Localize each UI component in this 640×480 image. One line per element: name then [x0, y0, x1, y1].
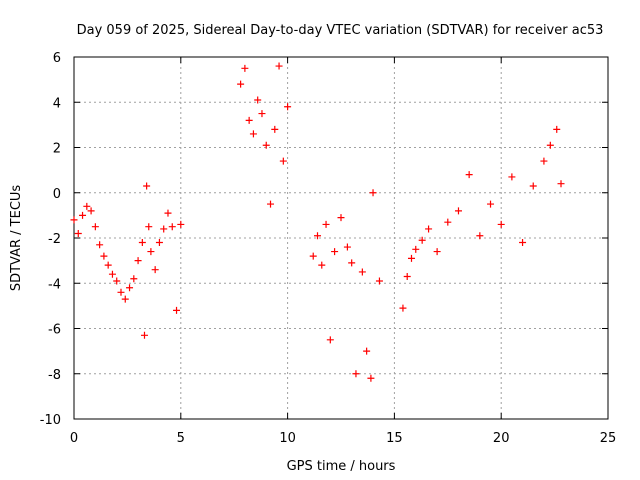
- data-point: [322, 220, 330, 228]
- data-point: [173, 306, 181, 314]
- data-point: [241, 64, 249, 72]
- data-point: [309, 252, 317, 260]
- data-point: [508, 173, 516, 181]
- data-point: [403, 272, 411, 280]
- data-point: [258, 110, 266, 118]
- x-tick-label: 25: [600, 431, 617, 446]
- data-point: [164, 209, 172, 217]
- data-point: [425, 225, 433, 233]
- y-axis-label: SDTVAR / TECUs: [9, 185, 24, 292]
- x-tick-label: 15: [386, 431, 403, 446]
- y-tick-label: 0: [53, 187, 61, 202]
- data-point: [318, 261, 326, 269]
- y-tick-label: 6: [53, 51, 61, 66]
- data-point: [337, 214, 345, 222]
- data-point: [130, 275, 138, 283]
- data-point: [476, 232, 484, 240]
- data-point: [369, 189, 377, 197]
- data-point: [519, 239, 527, 247]
- y-tick-label: -10: [40, 413, 61, 428]
- data-point: [126, 284, 134, 292]
- data-point: [96, 241, 104, 249]
- y-tick-label: 4: [53, 96, 61, 111]
- data-point: [348, 259, 356, 267]
- data-point: [557, 180, 565, 188]
- data-point: [487, 200, 495, 208]
- data-point: [407, 254, 415, 262]
- data-point: [497, 220, 505, 228]
- data-point: [79, 211, 87, 219]
- data-point: [553, 125, 561, 133]
- data-point: [540, 157, 548, 165]
- data-point: [177, 220, 185, 228]
- data-point: [352, 370, 360, 378]
- data-point: [134, 257, 142, 265]
- data-point: [271, 125, 279, 133]
- data-point: [331, 248, 339, 256]
- data-point: [465, 171, 473, 179]
- y-tick-label: -8: [48, 368, 61, 383]
- data-point: [100, 252, 108, 260]
- y-tick-label: -4: [48, 277, 61, 292]
- data-point: [121, 295, 129, 303]
- data-point: [245, 116, 253, 124]
- data-point: [529, 182, 537, 190]
- data-point: [367, 374, 375, 382]
- data-points: [70, 62, 565, 382]
- data-point: [147, 248, 155, 256]
- data-point: [444, 218, 452, 226]
- data-point: [399, 304, 407, 312]
- y-tick-label: -2: [48, 232, 61, 247]
- data-point: [358, 268, 366, 276]
- data-point: [267, 200, 275, 208]
- data-point: [314, 232, 322, 240]
- grid-lines: [74, 57, 608, 419]
- data-point: [254, 96, 262, 104]
- data-point: [454, 207, 462, 215]
- data-point: [143, 182, 151, 190]
- data-point: [91, 223, 99, 231]
- data-point: [140, 331, 148, 339]
- data-point: [326, 336, 334, 344]
- data-point: [262, 141, 270, 149]
- x-tick-label: 0: [70, 431, 78, 446]
- data-point: [275, 62, 283, 70]
- data-point: [160, 225, 168, 233]
- data-point: [138, 239, 146, 247]
- data-point: [70, 216, 78, 224]
- data-point: [363, 347, 371, 355]
- data-point: [117, 288, 125, 296]
- data-point: [168, 223, 176, 231]
- data-point: [155, 239, 163, 247]
- data-point: [284, 103, 292, 111]
- data-point: [87, 207, 95, 215]
- x-tick-label: 10: [279, 431, 296, 446]
- x-tick-label: 20: [493, 431, 510, 446]
- data-point: [104, 261, 112, 269]
- data-point: [74, 229, 82, 237]
- y-tick-label: -6: [48, 323, 61, 338]
- data-point: [237, 80, 245, 88]
- x-tick-label: 5: [177, 431, 185, 446]
- data-point: [433, 248, 441, 256]
- axis-ticks: 0 5 10 15 20 25 -10 -8 -6 -4 -2 0 2 4 6: [40, 51, 617, 446]
- x-axis-label: GPS time / hours: [287, 459, 396, 474]
- data-point: [343, 243, 351, 251]
- data-point: [279, 157, 287, 165]
- y-tick-label: 2: [53, 142, 61, 157]
- data-point: [546, 141, 554, 149]
- data-point: [113, 277, 121, 285]
- data-point: [375, 277, 383, 285]
- data-point: [418, 236, 426, 244]
- chart-title: Day 059 of 2025, Sidereal Day-to-day VTE…: [77, 23, 604, 38]
- data-point: [108, 270, 116, 278]
- data-point: [151, 266, 159, 274]
- data-point: [83, 202, 91, 210]
- data-point: [412, 245, 420, 253]
- data-point: [145, 223, 153, 231]
- data-point: [249, 130, 257, 138]
